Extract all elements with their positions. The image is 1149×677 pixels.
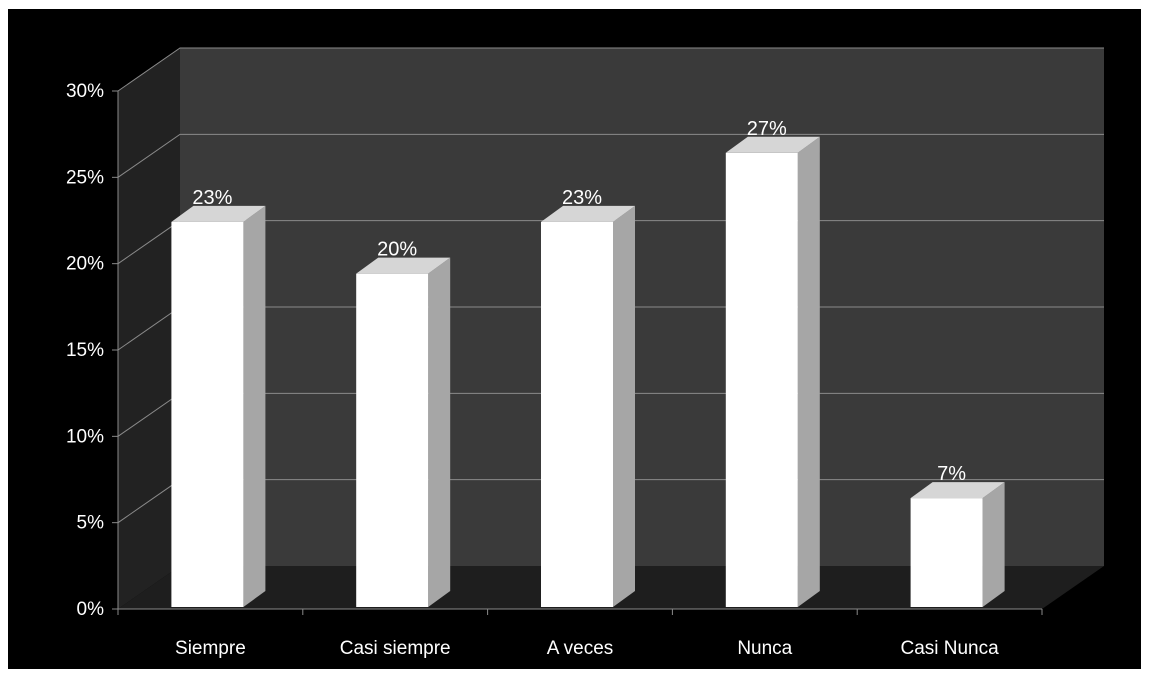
- y-tick-label: 25%: [66, 167, 104, 188]
- bar-side: [797, 136, 820, 608]
- y-tick-label: 30%: [66, 81, 104, 102]
- category-label: Nunca: [737, 638, 792, 659]
- bar-side: [613, 205, 635, 607]
- bar-front: [356, 273, 429, 607]
- chart-frame: 0% 5% 10% 15% 20% 25% 30% Siempre Casi siempre A…: [8, 9, 1141, 669]
- bar-top: [541, 205, 635, 222]
- data-label: 20%: [377, 239, 417, 261]
- bar: [171, 205, 266, 607]
- bar-side: [243, 205, 266, 607]
- data-label: 27%: [747, 118, 787, 140]
- bar-front: [725, 152, 798, 608]
- bar-top: [356, 257, 451, 274]
- category-label: Casi Nunca: [900, 638, 999, 659]
- bar: [356, 257, 451, 607]
- data-label: 7%: [937, 463, 966, 485]
- x-category-labels: Siempre Casi siempre A veces Nunca Casi Nunc…: [175, 638, 999, 659]
- bars: [171, 136, 1005, 608]
- data-label: 23%: [562, 187, 602, 209]
- bar-top: [171, 205, 266, 222]
- data-labels: 23% 20% 23% 27% 7%: [192, 118, 966, 485]
- y-tick-labels: 0% 5% 10% 15% 20% 25% 30%: [66, 81, 104, 620]
- y-tick-label: 15%: [66, 340, 104, 361]
- category-label: Siempre: [175, 638, 246, 659]
- bar-side: [982, 482, 1005, 607]
- category-label: Casi siempre: [340, 638, 451, 659]
- bar-chart: 0% 5% 10% 15% 20% 25% 30% Siempre Casi siempre A…: [66, 47, 1104, 659]
- bar-top: [910, 482, 1005, 499]
- bar: [910, 482, 1005, 607]
- axes: [112, 90, 1043, 615]
- y-tick-label: 20%: [66, 254, 104, 275]
- y-tick-label: 10%: [66, 426, 104, 447]
- data-label: 23%: [192, 187, 232, 209]
- gridline: [117, 133, 1104, 178]
- bar-front: [541, 221, 613, 607]
- bar: [541, 205, 635, 607]
- y-tick-label: 0%: [77, 599, 105, 620]
- bar-front: [171, 221, 244, 607]
- bar-front: [910, 498, 983, 607]
- bar: [725, 136, 820, 608]
- bar-side: [428, 257, 451, 607]
- gridline: [117, 47, 1104, 92]
- category-label: A veces: [547, 638, 614, 659]
- bar-top: [725, 136, 820, 153]
- y-tick-label: 5%: [77, 513, 105, 534]
